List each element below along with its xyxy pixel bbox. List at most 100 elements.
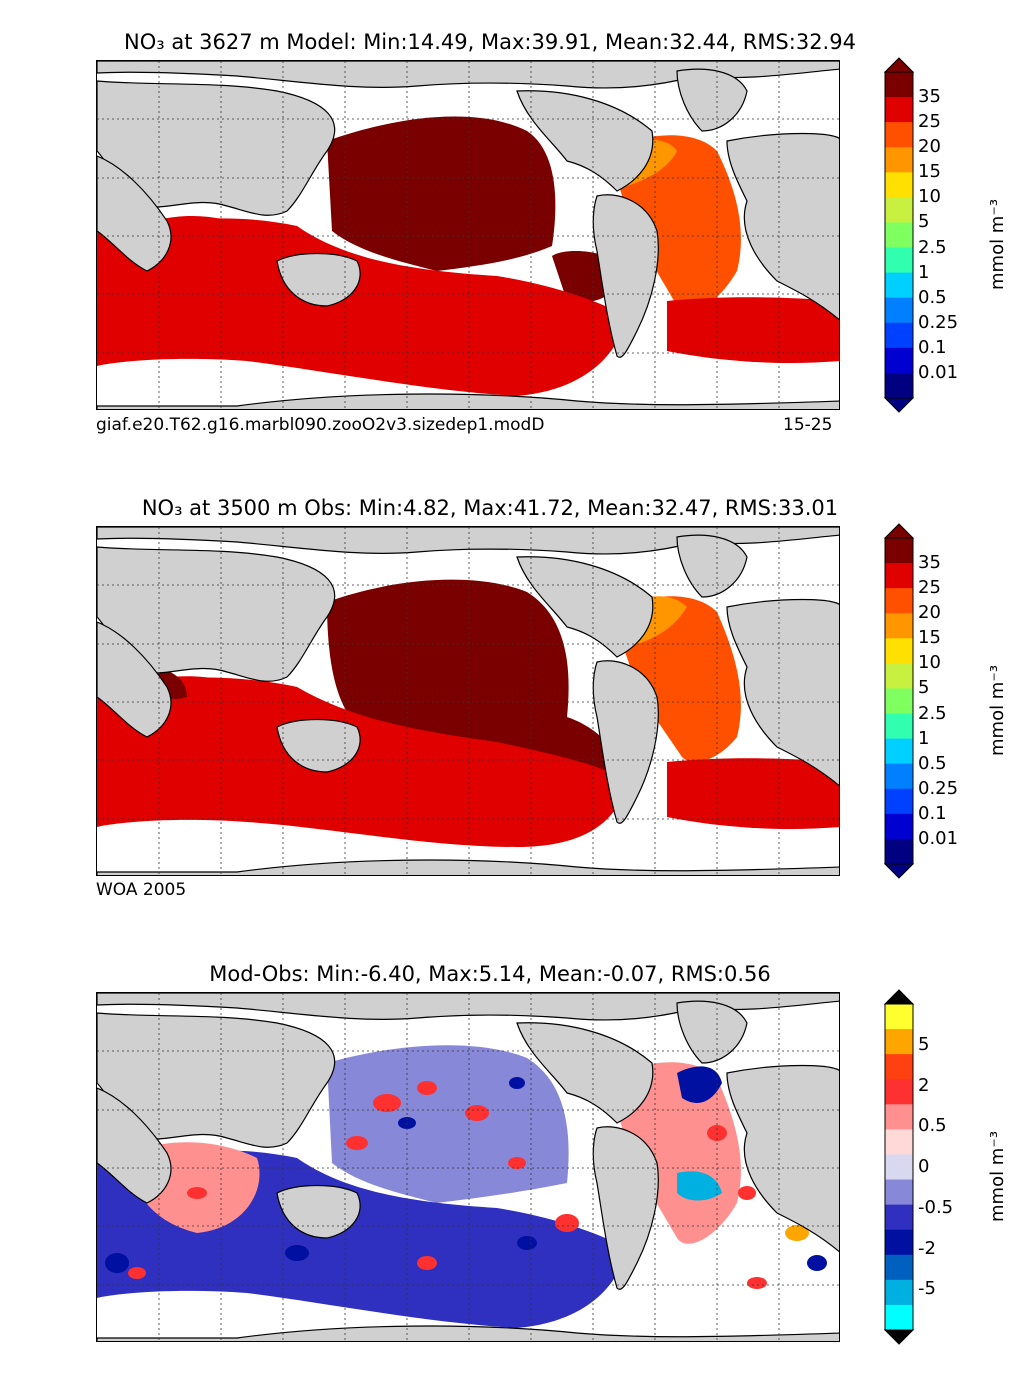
africa-land (97, 155, 172, 272)
colorbar-tick-label: 20 (918, 136, 941, 158)
labrador-diff-field (677, 1066, 722, 1103)
obs-source-label: WOA 2005 (96, 880, 187, 900)
north-america-land (516, 1022, 654, 1124)
colorbar-tick-label: 2.5 (918, 236, 947, 258)
colorbar-segment (885, 613, 913, 639)
north-america-land (516, 556, 654, 658)
colorbar-tick-label: 20 (918, 602, 941, 624)
pacific-deep-field (327, 579, 622, 778)
pacific-deep-field (327, 116, 556, 271)
colorbar-segment (885, 1304, 913, 1331)
colorbar-segment (885, 688, 913, 715)
colorbar-extend-max (883, 523, 915, 539)
colorbar-segment (885, 1129, 913, 1155)
obs-map-svg (97, 527, 839, 875)
australia-land (276, 718, 361, 773)
antarctica-land (97, 859, 839, 875)
colorbar-segment (885, 1254, 913, 1281)
obs-colorbar-svg (883, 523, 915, 879)
australia-land (276, 252, 361, 307)
colorbar-segment (885, 1204, 913, 1231)
map-gridlines (97, 527, 839, 875)
colorbar-segment (885, 1054, 913, 1080)
antarctica-land (97, 393, 839, 409)
colorbar-segment (885, 1104, 913, 1130)
colorbar-segment (885, 372, 913, 399)
colorbar-segment (885, 322, 913, 349)
south-atlantic-field (667, 758, 839, 829)
diff-map-svg (97, 993, 839, 1341)
south-atlantic-field (667, 297, 839, 363)
colorbar-tick-label: 5 (918, 1033, 930, 1055)
colorbar-tick-label: 0.5 (918, 752, 947, 774)
africa-land (97, 1087, 172, 1204)
obs-colorbar (883, 523, 915, 879)
colorbar-segment (885, 1279, 913, 1306)
australia-land (276, 1184, 361, 1239)
antarctica-land (97, 1325, 839, 1341)
model-map-title: NO₃ at 3627 m Model: Min:14.49, Max:39.9… (124, 30, 856, 54)
colorbar-segment (885, 1179, 913, 1206)
atlantic-field (615, 135, 741, 312)
model-year-range: 15-25 (783, 415, 833, 435)
colorbar-segment (885, 588, 913, 614)
model-map-svg (97, 61, 839, 409)
colorbar-tick-label: 10 (918, 186, 941, 208)
colorbar-tick-label: 0.1 (918, 336, 947, 358)
model-colorbar (883, 57, 915, 413)
colorbar-segment (885, 197, 913, 223)
land-masses (97, 61, 839, 409)
colorbar-extend-max (883, 57, 915, 73)
colorbar-segment (885, 297, 913, 324)
colorbar-tick-label: -5 (918, 1278, 936, 1300)
colorbar-tick-label: 2.5 (918, 702, 947, 724)
diff-colorbar (883, 989, 915, 1345)
colorbar-segment (885, 813, 913, 840)
colorbar-tick-label: 0.25 (918, 311, 959, 333)
colorbar-tick-label: 35 (918, 552, 941, 574)
obs-map (96, 526, 840, 876)
colorbar-segment (885, 538, 913, 564)
colorbar-tick-label: 0.25 (918, 777, 959, 799)
land-masses (97, 527, 839, 875)
colorbar-segment (885, 738, 913, 765)
colorbar-tick-label: 0.5 (918, 1115, 947, 1137)
colorbar-tick-label: 0.01 (918, 361, 959, 383)
colorbar-segment (885, 788, 913, 815)
colorbar-segment (885, 272, 913, 299)
colorbar-segment (885, 638, 913, 664)
africa-europe-east-land (726, 132, 839, 321)
colorbar-tick-label: -2 (918, 1237, 936, 1259)
colorbar-segment (885, 72, 913, 98)
colorbar-tick-label: 5 (918, 677, 930, 699)
map-gridlines (97, 993, 839, 1341)
diff-map-title: Mod-Obs: Min:-6.40, Max:5.14, Mean:-0.07… (209, 962, 771, 986)
colorbar-segment (885, 147, 913, 173)
colorbar-segment (885, 122, 913, 148)
colorbar-tick-label: 2 (918, 1074, 930, 1096)
map-gridlines (97, 61, 839, 409)
colorbar-segment (885, 1079, 913, 1105)
diff-colorbar-unit: mmol m⁻³ (987, 1130, 1008, 1222)
model-colorbar-svg (883, 57, 915, 413)
model-map (96, 60, 840, 410)
diff-map (96, 992, 840, 1342)
colorbar-tick-label: 1 (918, 261, 930, 283)
south-america-land (592, 194, 659, 358)
model-colorbar-unit: mmol m⁻³ (987, 198, 1008, 290)
colorbar-tick-label: -0.5 (918, 1196, 954, 1218)
colorbar-segment (885, 222, 913, 249)
colorbar-tick-label: 0.01 (918, 827, 959, 849)
colorbar-tick-label: 10 (918, 652, 941, 674)
south-atlantic-cyan-field (677, 1171, 722, 1201)
africa-europe-east-land (726, 1064, 839, 1253)
positive-anomaly-spots (128, 1081, 767, 1289)
model-run-name: giaf.e20.T62.g16.marbl090.zooO2v3.sizede… (96, 415, 545, 435)
colorbar-segment (885, 1004, 913, 1030)
colorbar-tick-label: 0 (918, 1156, 930, 1177)
colorbar-segment (885, 247, 913, 274)
south-america-land (592, 660, 659, 824)
obs-colorbar-unit: mmol m⁻³ (987, 664, 1008, 756)
colorbar-extend-max (883, 989, 915, 1005)
pacific-diff-field (327, 1045, 569, 1203)
